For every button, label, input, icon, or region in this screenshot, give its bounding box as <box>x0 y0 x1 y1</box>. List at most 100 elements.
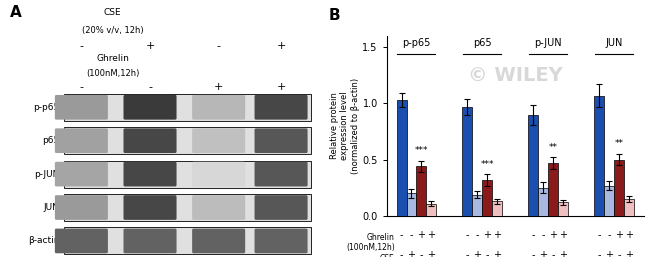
Text: +: + <box>625 250 632 257</box>
Text: p65: p65 <box>473 38 491 48</box>
Text: +: + <box>493 231 501 241</box>
Bar <box>528 115 538 216</box>
Text: JUN: JUN <box>605 38 623 48</box>
FancyBboxPatch shape <box>124 195 177 220</box>
Text: +: + <box>276 41 286 51</box>
FancyBboxPatch shape <box>55 228 108 253</box>
Text: -: - <box>597 231 601 241</box>
Text: -: - <box>465 231 469 241</box>
Text: -: - <box>216 41 220 51</box>
FancyBboxPatch shape <box>192 195 245 220</box>
Text: (20% v/v, 12h): (20% v/v, 12h) <box>82 26 144 35</box>
Y-axis label: Relative protein
expression level
(normalized to β-actin): Relative protein expression level (norma… <box>330 78 359 174</box>
FancyBboxPatch shape <box>55 95 108 120</box>
FancyBboxPatch shape <box>64 194 311 221</box>
Text: CSE
(20% v/v, 12h): CSE (20% v/v, 12h) <box>339 254 395 257</box>
Text: **: ** <box>614 139 623 148</box>
Text: +: + <box>473 250 481 257</box>
FancyBboxPatch shape <box>64 161 311 188</box>
Bar <box>492 201 502 216</box>
Text: +: + <box>408 250 415 257</box>
Text: -: - <box>465 250 469 257</box>
FancyBboxPatch shape <box>124 95 177 120</box>
FancyBboxPatch shape <box>64 227 311 254</box>
Text: -: - <box>607 231 611 241</box>
FancyBboxPatch shape <box>192 128 245 153</box>
Text: Ghrelin
(100nM,12h): Ghrelin (100nM,12h) <box>346 233 395 252</box>
Text: +: + <box>625 231 632 241</box>
Bar <box>538 188 548 216</box>
Text: (100nM,12h): (100nM,12h) <box>86 69 139 78</box>
Text: -: - <box>541 231 545 241</box>
Text: JUN: JUN <box>44 203 60 212</box>
Text: +: + <box>427 231 436 241</box>
Text: p-p65: p-p65 <box>402 38 430 48</box>
Text: +: + <box>615 231 623 241</box>
Text: p-JUN: p-JUN <box>534 38 562 48</box>
Text: CSE: CSE <box>104 8 122 17</box>
Text: +: + <box>214 82 224 92</box>
Text: -: - <box>551 250 554 257</box>
Text: -: - <box>400 231 403 241</box>
Text: © WILEY: © WILEY <box>468 66 562 85</box>
Text: **: ** <box>549 143 558 152</box>
Text: -: - <box>617 250 621 257</box>
Text: -: - <box>597 250 601 257</box>
Bar <box>462 107 473 216</box>
Text: +: + <box>146 41 155 51</box>
Text: +: + <box>549 231 557 241</box>
FancyBboxPatch shape <box>55 162 108 187</box>
FancyBboxPatch shape <box>55 195 108 220</box>
Text: -: - <box>410 231 413 241</box>
Text: p65: p65 <box>42 136 60 145</box>
Text: -: - <box>532 231 535 241</box>
FancyBboxPatch shape <box>192 162 245 187</box>
Text: β-actin: β-actin <box>28 236 60 245</box>
Bar <box>594 96 604 216</box>
Text: +: + <box>276 82 286 92</box>
Text: -: - <box>148 82 152 92</box>
Text: A: A <box>10 5 21 20</box>
Bar <box>426 204 436 216</box>
FancyBboxPatch shape <box>124 128 177 153</box>
Text: p-p65: p-p65 <box>33 103 60 112</box>
FancyBboxPatch shape <box>192 95 245 120</box>
FancyBboxPatch shape <box>55 128 108 153</box>
Text: +: + <box>417 231 425 241</box>
Text: ***: *** <box>415 146 428 155</box>
Text: +: + <box>539 250 547 257</box>
FancyBboxPatch shape <box>255 162 307 187</box>
Text: +: + <box>605 250 613 257</box>
FancyBboxPatch shape <box>255 95 307 120</box>
Text: Ghrelin: Ghrelin <box>96 54 129 63</box>
Bar <box>406 193 417 216</box>
Bar <box>558 203 568 216</box>
Text: ***: *** <box>480 160 494 169</box>
Text: +: + <box>493 250 501 257</box>
Text: +: + <box>559 231 567 241</box>
Text: +: + <box>483 231 491 241</box>
FancyBboxPatch shape <box>255 195 307 220</box>
Text: +: + <box>427 250 436 257</box>
FancyBboxPatch shape <box>124 228 177 253</box>
Bar <box>614 160 624 216</box>
FancyBboxPatch shape <box>255 228 307 253</box>
FancyBboxPatch shape <box>255 128 307 153</box>
FancyBboxPatch shape <box>64 127 311 154</box>
Bar <box>396 100 406 216</box>
Text: -: - <box>419 250 423 257</box>
Text: -: - <box>79 41 83 51</box>
Bar <box>624 199 634 216</box>
Text: -: - <box>79 82 83 92</box>
Text: -: - <box>476 231 479 241</box>
Text: -: - <box>486 250 489 257</box>
Bar <box>548 163 558 216</box>
Text: B: B <box>328 8 340 23</box>
Text: p-JUN: p-JUN <box>34 170 60 179</box>
Bar <box>604 186 614 216</box>
Text: +: + <box>559 250 567 257</box>
Bar <box>473 195 482 216</box>
Text: -: - <box>400 250 403 257</box>
Bar <box>482 180 492 216</box>
FancyBboxPatch shape <box>64 94 311 121</box>
